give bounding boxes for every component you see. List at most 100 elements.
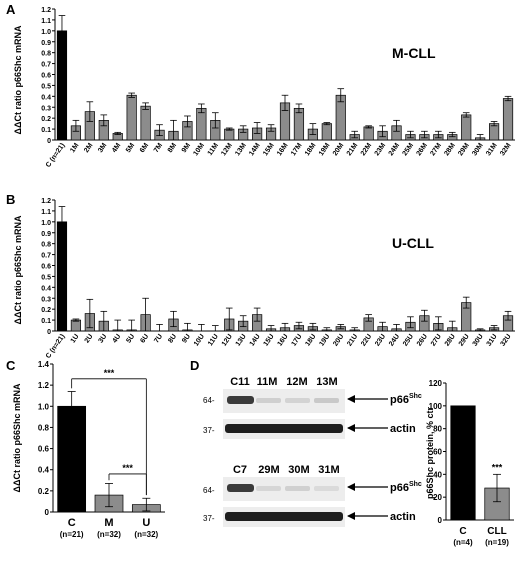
- x-tick-label: 6U: [139, 333, 150, 344]
- blot-band: [227, 484, 254, 492]
- x-tick-label: 4M: [111, 142, 122, 154]
- bar: [140, 105, 151, 141]
- y-tick-label: 1.2: [41, 198, 51, 205]
- x-tick-label: 20M: [332, 142, 346, 157]
- x-tick-label: 10M: [192, 142, 206, 157]
- chart-panel-d-quant: p66Shc protein, % ctr 020406080100120C(n…: [425, 379, 514, 547]
- x-tick-label: 26U: [416, 333, 429, 348]
- x-tick-label: 16U: [277, 333, 290, 348]
- x-tick-sublabel: (n=32): [134, 530, 158, 539]
- y-tick-label: 0.9: [41, 231, 51, 238]
- mw-marker-37: 37-: [203, 514, 215, 523]
- y-tick-label: 40: [433, 470, 442, 479]
- y-tick-label: 0: [438, 516, 443, 525]
- x-tick-label: 11U: [207, 333, 220, 347]
- blot-band: [256, 398, 281, 403]
- blot-lane-label: 11M: [257, 376, 278, 388]
- y-tick-label: 0.2: [38, 487, 50, 496]
- y-tick-label: 0.6: [38, 445, 50, 454]
- x-tick-label: 19U: [318, 333, 331, 348]
- x-tick-label: 1M: [69, 142, 80, 154]
- x-tick-label: 7M: [153, 142, 164, 154]
- x-tick-label: 18U: [304, 333, 317, 348]
- bar: [57, 405, 87, 513]
- blot-band: [227, 396, 254, 404]
- y-tick-label: 0.9: [41, 40, 51, 47]
- y-tick-label: 0.1: [41, 127, 51, 134]
- x-tick-label: 7U: [153, 333, 164, 344]
- blot-lane-label: 13M: [316, 376, 337, 388]
- bar: [321, 123, 332, 141]
- band-label-p66: p66Shc: [390, 481, 422, 494]
- y-tick-label: 0.8: [41, 242, 51, 249]
- x-tick-label: 27M: [429, 142, 443, 157]
- band-label-p66-sup: Shc: [409, 393, 422, 400]
- x-tick-label: 6M: [139, 142, 150, 154]
- chart-panel-c: ΔΔCt ratio p66Shc mRNA 0 0.2 0.4 0.6 0.8 1.0 1…: [12, 360, 165, 539]
- band-label-p66-sup: Shc: [409, 481, 422, 488]
- y-tick-label: 0.4: [41, 285, 51, 292]
- y-tick-label: 0.4: [38, 466, 50, 475]
- y-axis-label-c: ΔΔCt ratio p66Shc mRNA: [12, 383, 22, 492]
- y-axis-label-d: p66Shc protein, % ctr: [425, 406, 435, 499]
- x-tick-sublabel: (n=19): [485, 538, 509, 547]
- x-tick-label: M: [104, 517, 113, 529]
- x-tick-label: 8U: [167, 333, 178, 344]
- y-tick-label: 0: [47, 138, 51, 145]
- blot-band: [225, 512, 343, 521]
- mw-marker-64: 64-: [203, 486, 215, 495]
- x-tick-label: 29M: [457, 142, 471, 157]
- y-tick-label: 0.5: [41, 83, 51, 90]
- y-tick-label: 0.8: [38, 423, 50, 432]
- y-axis-label-b: ΔΔCt ratio p66Shc mRNA: [13, 215, 23, 324]
- mw-marker-64: 64-: [203, 396, 215, 405]
- y-tick-label: 0.2: [41, 307, 51, 314]
- x-tick-label: 17M: [290, 142, 304, 157]
- x-tick-label: 11M: [207, 142, 220, 157]
- band-label-actin: actin: [390, 511, 416, 523]
- y-tick-label: 80: [433, 425, 442, 434]
- x-tick-label: 27U: [430, 333, 443, 348]
- x-tick-label: 3M: [97, 142, 108, 154]
- x-tick-label: 10U: [193, 333, 206, 348]
- y-axis-label-a: ΔΔCt ratio p66Shc mRNA: [13, 25, 23, 134]
- x-tick-label: 13M: [234, 142, 248, 157]
- arrow-head: [347, 483, 355, 491]
- annotation-u-cll: U-CLL: [392, 235, 434, 251]
- y-tick-label: 0.7: [41, 62, 51, 69]
- blot-lane-label: 31M: [318, 464, 339, 476]
- bar: [70, 319, 81, 332]
- y-tick-label: 1.0: [41, 220, 51, 227]
- y-tick-label: 1.2: [38, 381, 50, 390]
- x-tick-label: U: [142, 517, 150, 529]
- x-tick-label: 15M: [262, 142, 276, 157]
- band-label-actin: actin: [390, 423, 416, 435]
- band-label-p66-main: p66: [390, 394, 409, 406]
- y-tick-label: 1.0: [41, 29, 51, 36]
- bar: [502, 98, 514, 141]
- blot-lane-label: 30M: [288, 464, 309, 476]
- x-tick-label: 4U: [111, 333, 122, 344]
- blot-band: [314, 398, 339, 403]
- x-tick-label: 21M: [346, 142, 360, 157]
- arrow-head: [347, 395, 355, 403]
- y-tick-label: 1.1: [41, 18, 51, 25]
- x-tick-label: 5M: [125, 142, 136, 154]
- x-tick-label: 5U: [125, 333, 136, 344]
- bar: [224, 128, 235, 141]
- blot-band: [285, 398, 310, 403]
- bar: [450, 405, 476, 521]
- arrow-head: [347, 424, 355, 432]
- y-tick-label: 0: [45, 508, 50, 517]
- x-tick-label: C: [459, 526, 466, 537]
- x-tick-label: 24M: [388, 142, 402, 157]
- y-tick-label: 0.6: [41, 264, 51, 271]
- x-tick-sublabel: (n=4): [453, 538, 473, 547]
- y-tick-label: 20: [433, 493, 442, 502]
- x-tick-label: 20U: [332, 333, 345, 348]
- y-tick-label: 120: [429, 379, 443, 388]
- significance-marker: ***: [122, 463, 133, 473]
- x-tick-label: 14M: [248, 142, 262, 157]
- blot-band: [225, 424, 343, 433]
